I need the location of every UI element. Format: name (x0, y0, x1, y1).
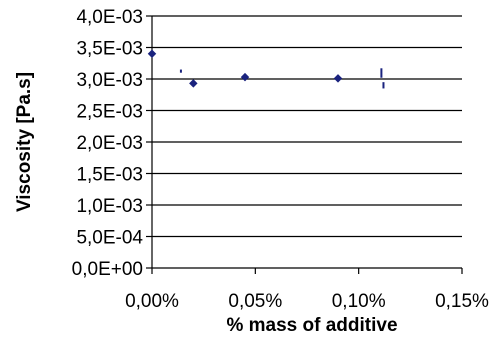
y-tick-label: 3,5E-03 (76, 39, 143, 60)
y-tick-label: 1,5E-03 (76, 165, 143, 186)
y-tick-label: 2,0E-03 (76, 133, 143, 154)
x-tick-label: 0,10% (332, 291, 386, 312)
x-axis-ticks (151, 268, 463, 274)
y-tick-label: 0,0E+00 (72, 259, 143, 280)
data-point (333, 74, 343, 83)
y-tick-label: 1,0E-03 (76, 196, 143, 217)
grid-lines (152, 15, 462, 238)
y-tick-label: 4,0E-03 (76, 7, 143, 28)
y-tick-label: 2,5E-03 (76, 102, 143, 123)
y-tick-label: 5,0E-04 (76, 228, 143, 249)
data-points (147, 49, 343, 88)
data-point (147, 49, 157, 59)
stray-marks (179, 68, 385, 89)
y-axis-title: Viscosity [Pa.s] (14, 72, 35, 212)
x-axis-title: % mass of additive (226, 315, 397, 336)
x-tick-label: 0,00% (125, 291, 179, 312)
x-tick-label: 0,05% (228, 291, 282, 312)
y-axis-ticks (146, 15, 152, 269)
x-tick-label: 0,15% (435, 291, 489, 312)
y-axis-tick-labels: 0,0E+00 5,0E-04 1,0E-03 1,5E-03 2,0E-03 2,5E-… (72, 7, 144, 280)
x-axis-tick-labels: 0,00% 0,05% 0,10% 0,15% (125, 291, 489, 312)
data-point (240, 72, 250, 82)
y-tick-label: 3,0E-03 (76, 70, 143, 91)
data-point (189, 79, 198, 88)
